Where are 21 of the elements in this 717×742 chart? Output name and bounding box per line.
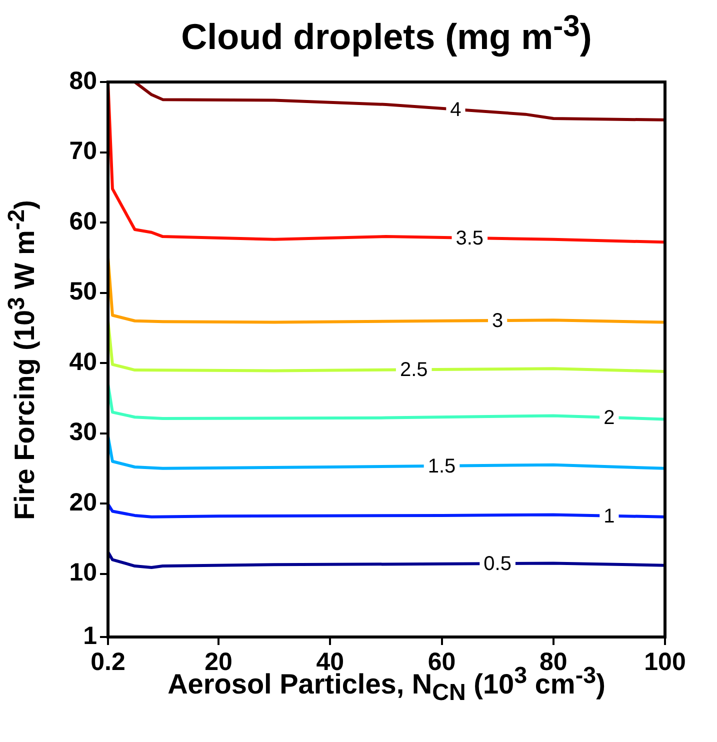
y-tick-label: 80 [69,66,97,95]
y-tick-label: 70 [69,137,97,166]
series-label: 0.5 [484,553,512,576]
series-label: 2 [604,406,615,429]
series-label: 3 [492,310,504,332]
y-tick-label: 1 [83,622,98,650]
x-tick-label: 80 [539,648,568,676]
x-tick-label: 100 [644,648,686,676]
chart-title: Cloud droplets (mg m$^{-3}$) [180,10,593,58]
y-tick-label: 10 [69,558,97,587]
y-tick-label: 40 [69,348,97,376]
y-tick-label: 20 [69,488,97,516]
series-label: 1.5 [428,455,456,478]
y-tick-label: 60 [69,207,97,236]
series-label: 3.5 [456,227,484,250]
series-label: 2.5 [400,359,428,382]
y-tick-label: 30 [69,418,97,446]
series-label: 4 [450,98,462,121]
series-label: 1 [604,505,615,528]
x-tick-label: 0.2 [90,648,126,676]
y-tick-label: 50 [69,278,97,306]
